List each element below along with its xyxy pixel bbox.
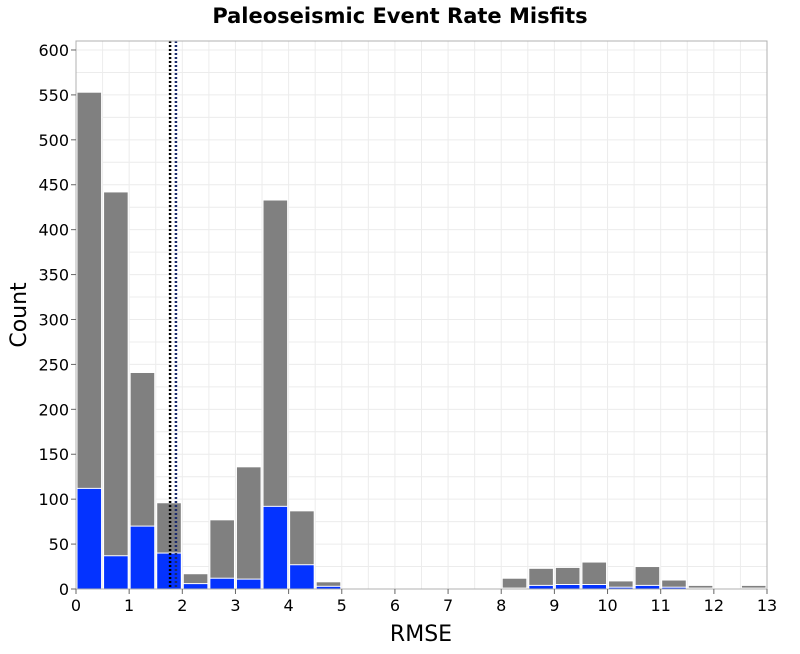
- x-axis-label: RMSE: [390, 622, 452, 647]
- bar-total: [501, 577, 528, 590]
- x-tick-label: 2: [177, 596, 187, 615]
- y-tick-label: 600: [38, 41, 69, 60]
- y-tick-label: 0: [59, 580, 69, 599]
- bar-subset: [581, 584, 608, 590]
- x-tick-label: 9: [549, 596, 559, 615]
- bar-total: [103, 191, 129, 590]
- y-tick-label: 450: [38, 176, 69, 195]
- y-tick-label: 100: [38, 490, 69, 509]
- bar-subset: [235, 578, 262, 590]
- bars: [76, 91, 767, 590]
- y-tick-label: 200: [38, 400, 69, 419]
- x-tick-label: 4: [284, 596, 294, 615]
- x-tick-label: 11: [651, 596, 671, 615]
- y-tick-label: 350: [38, 266, 69, 285]
- bar-total: [235, 466, 262, 590]
- x-tick-label: 7: [443, 596, 453, 615]
- x-tick-label: 3: [230, 596, 240, 615]
- y-tick-label: 150: [38, 445, 69, 464]
- bar-subset: [103, 555, 129, 590]
- x-tick-label: 8: [496, 596, 506, 615]
- x-tick-label: 13: [757, 596, 777, 615]
- bar-subset: [528, 584, 554, 590]
- bar-subset: [289, 564, 315, 590]
- chart-title: Paleoseismic Event Rate Misfits: [212, 4, 587, 28]
- y-tick-label: 250: [38, 355, 69, 374]
- x-tick-label: 0: [71, 596, 81, 615]
- y-tick-label: 400: [38, 221, 69, 240]
- bar-subset: [209, 577, 235, 590]
- y-tick-label: 300: [38, 310, 69, 329]
- grid: [76, 41, 767, 589]
- bar-subset: [129, 525, 156, 590]
- bar-subset: [76, 487, 103, 590]
- x-tick-label: 1: [124, 596, 134, 615]
- reference-lines: [168, 41, 178, 589]
- x-tick-label: 5: [337, 596, 347, 615]
- axis-ticks: 0 1 2 3 4 5 6 7 8 9 10 11 12 130501001502002503003504…: [38, 41, 777, 615]
- bar-subset: [554, 584, 581, 590]
- bar-total: [209, 519, 235, 590]
- y-tick-label: 550: [38, 86, 69, 105]
- y-axis-label: Count: [7, 282, 32, 348]
- x-tick-label: 10: [597, 596, 617, 615]
- bar-subset: [262, 505, 289, 590]
- bar-subset: [182, 583, 209, 590]
- plot-frame: [75, 40, 768, 590]
- y-tick-label: 500: [38, 131, 69, 150]
- x-tick-label: 12: [704, 596, 724, 615]
- bar-subset: [634, 584, 661, 590]
- y-tick-label: 50: [49, 535, 69, 554]
- x-tick-label: 6: [390, 596, 400, 615]
